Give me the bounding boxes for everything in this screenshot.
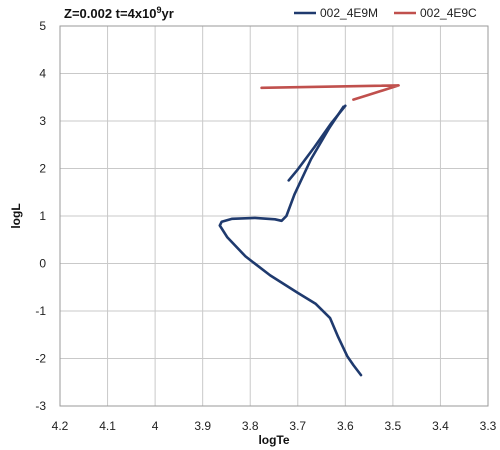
y-tick-label: -2 (35, 352, 46, 366)
x-tick-label: 3.9 (194, 419, 211, 433)
grid (60, 26, 488, 406)
y-tick-label: 2 (39, 162, 46, 176)
y-tick-label: 3 (39, 114, 46, 128)
y-tick-label: -3 (35, 399, 46, 413)
plot-area (59, 25, 489, 407)
chart-title-suffix: yr (162, 6, 174, 21)
x-tick-label: 3.4 (432, 419, 449, 433)
series-line-002-4e9c (260, 84, 400, 101)
x-axis-ticks: 4.2 4.1 4 3.9 3.8 3.7 3.6 3.5 3.4 3.3 (52, 419, 497, 433)
y-axis-label: logL (9, 203, 23, 228)
series-line-002-4e9m (287, 104, 347, 182)
chart-title-main: Z=0.002 t=4x10 (64, 6, 157, 21)
x-tick-label: 3.7 (289, 419, 306, 433)
y-tick-label: 5 (39, 19, 46, 33)
x-tick-label: 3.8 (242, 419, 259, 433)
x-tick-label: 3.3 (480, 419, 497, 433)
x-tick-label: 3.5 (385, 419, 402, 433)
x-tick-label: 4 (152, 419, 159, 433)
series-line-002-4e9m (218, 105, 363, 377)
x-tick-label: 4.2 (52, 419, 69, 433)
x-axis-label: logTe (258, 433, 289, 447)
chart-title-superscript: 9 (157, 5, 162, 15)
chart-title: Z=0.002 t=4x109yr (64, 5, 174, 21)
legend-label: 002_4E9M (320, 6, 378, 20)
x-tick-label: 3.6 (337, 419, 354, 433)
y-axis-ticks: 5 4 3 2 1 0 -1 -2 -3 (35, 19, 46, 413)
legend: 002_4E9M 002_4E9C (294, 6, 477, 20)
series-layer (218, 84, 400, 377)
legend-label: 002_4E9C (420, 6, 477, 20)
y-tick-label: 4 (39, 67, 46, 81)
x-tick-label: 4.1 (99, 419, 116, 433)
y-tick-label: 1 (39, 209, 46, 223)
y-tick-label: -1 (35, 304, 46, 318)
y-tick-label: 0 (39, 257, 46, 271)
